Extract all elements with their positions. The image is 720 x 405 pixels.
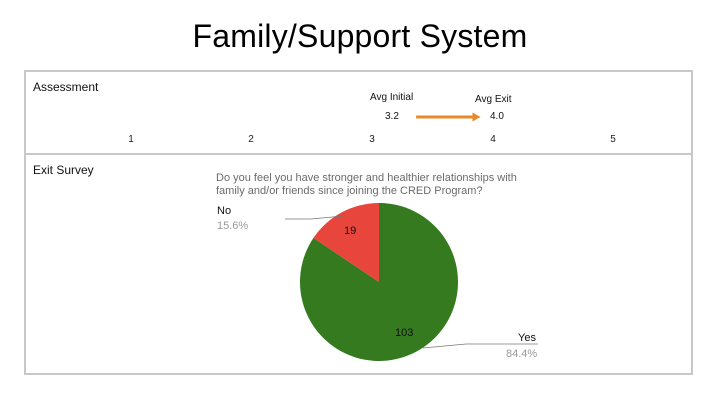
page-title: Family/Support System (192, 18, 528, 54)
avg-arrow-chart (416, 112, 481, 122)
assessment-label: Assessment (33, 80, 99, 94)
section-divider (26, 153, 691, 155)
avg-change-arrow-head (472, 112, 481, 122)
pie-label-yes: Yes (518, 332, 536, 344)
leader-line-yes (422, 343, 538, 349)
avg-exit-label: Avg Exit (475, 94, 512, 105)
pie-slice-no (313, 203, 379, 282)
scale-tick-3: 3 (369, 134, 375, 145)
scale-tick-4: 4 (490, 134, 496, 145)
survey-question: Do you feel you have stronger and health… (216, 172, 517, 197)
pie-label-no: No (217, 205, 232, 217)
scale-tick-5: 5 (610, 134, 616, 145)
avg-initial-label: Avg Initial (370, 92, 414, 103)
pie-percent-yes: 84.4% (506, 348, 538, 360)
pie-slice-yes (299, 203, 458, 362)
scale-tick-1: 1 (128, 134, 134, 145)
pie-chart: 19 103 (285, 203, 538, 362)
scale-tick-2: 2 (248, 134, 254, 145)
leader-line-no (285, 215, 344, 220)
avg-initial-value: 3.2 (385, 111, 399, 122)
exit-survey-label: Exit Survey (33, 163, 94, 177)
content-panel: Assessment 1 2 3 4 5 Avg Initial 3.2 Avg… (24, 70, 693, 375)
avg-exit-value: 4.0 (490, 111, 504, 122)
pie-value-no: 19 (344, 225, 356, 237)
pie-percent-no: 15.6% (217, 220, 249, 232)
pie-value-yes: 103 (395, 327, 413, 339)
